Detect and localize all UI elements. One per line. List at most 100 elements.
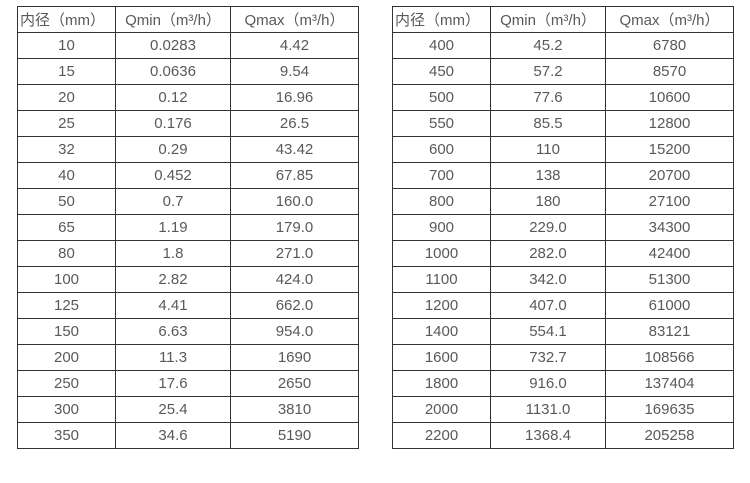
table-cell: 67.85 — [230, 162, 359, 189]
table-cell: 10600 — [605, 84, 734, 111]
table-cell: 1800 — [392, 370, 491, 397]
table-row: 500 77.6 10600 — [392, 84, 734, 111]
table-cell: 25.4 — [115, 396, 231, 423]
table-cell: 10 — [17, 32, 116, 59]
table-cell: 57.2 — [490, 58, 606, 85]
table-row: 125 4.41 662.0 — [17, 292, 359, 319]
table-cell: 282.0 — [490, 240, 606, 267]
table-cell: 1690 — [230, 344, 359, 371]
table-row: 400 45.2 6780 — [392, 32, 734, 59]
table-cell: 4.42 — [230, 32, 359, 59]
table-row: 1000 282.0 42400 — [392, 240, 734, 267]
table-cell: 3810 — [230, 396, 359, 423]
table-cell: 138 — [490, 162, 606, 189]
table-row: 800 180 27100 — [392, 188, 734, 215]
table-cell: 300 — [17, 396, 116, 423]
table-cell: 0.0636 — [115, 58, 231, 85]
table-row: 65 1.19 179.0 — [17, 214, 359, 241]
table-cell: 205258 — [605, 422, 734, 449]
table-cell: 51300 — [605, 266, 734, 293]
table-row: 600 110 15200 — [392, 136, 734, 163]
table-cell: 0.0283 — [115, 32, 231, 59]
table-cell: 407.0 — [490, 292, 606, 319]
table-cell: 5190 — [230, 422, 359, 449]
table-row: 550 85.5 12800 — [392, 110, 734, 137]
table-cell: 900 — [392, 214, 491, 241]
table-cell: 85.5 — [490, 110, 606, 137]
table-cell: 61000 — [605, 292, 734, 319]
table-cell: 600 — [392, 136, 491, 163]
table-cell: 77.6 — [490, 84, 606, 111]
table-cell: 0.176 — [115, 110, 231, 137]
table-row: 450 57.2 8570 — [392, 58, 734, 85]
table-cell: 11.3 — [115, 344, 231, 371]
table-cell: 125 — [17, 292, 116, 319]
table-cell: 700 — [392, 162, 491, 189]
table-cell: 1131.0 — [490, 396, 606, 423]
table-row: 15 0.0636 9.54 — [17, 58, 359, 85]
table-cell: 50 — [17, 188, 116, 215]
col-header-inner-diameter: 内径（mm） — [17, 6, 116, 33]
table-cell: 350 — [17, 422, 116, 449]
table-cell: 34300 — [605, 214, 734, 241]
table-cell: 2650 — [230, 370, 359, 397]
col-header-qmin: Qmin（m³/h） — [115, 6, 231, 33]
table-cell: 150 — [17, 318, 116, 345]
table-cell: 8570 — [605, 58, 734, 85]
table-cell: 1200 — [392, 292, 491, 319]
header-row: 内径（mm） Qmin（m³/h） Qmax（m³/h） — [17, 6, 359, 33]
table-cell: 554.1 — [490, 318, 606, 345]
table-cell: 6.63 — [115, 318, 231, 345]
table-cell: 400 — [392, 32, 491, 59]
table-cell: 25 — [17, 110, 116, 137]
table-row: 1800 916.0 137404 — [392, 370, 734, 397]
table-cell: 12800 — [605, 110, 734, 137]
table-row: 300 25.4 3810 — [17, 396, 359, 423]
table-row: 100 2.82 424.0 — [17, 266, 359, 293]
table-cell: 229.0 — [490, 214, 606, 241]
table-row: 900 229.0 34300 — [392, 214, 734, 241]
table-cell: 110 — [490, 136, 606, 163]
table-row: 150 6.63 954.0 — [17, 318, 359, 345]
table-body: 10 0.0283 4.42 15 0.0636 9.54 20 0.12 16.96 25 0.1… — [17, 32, 359, 449]
col-header-qmin: Qmin（m³/h） — [490, 6, 606, 33]
col-header-qmax: Qmax（m³/h） — [230, 6, 359, 33]
table-cell: 108566 — [605, 344, 734, 371]
table-cell: 1600 — [392, 344, 491, 371]
table-cell: 100 — [17, 266, 116, 293]
table-cell: 26.5 — [230, 110, 359, 137]
table-row: 25 0.176 26.5 — [17, 110, 359, 137]
col-header-qmax: Qmax（m³/h） — [605, 6, 734, 33]
table-cell: 800 — [392, 188, 491, 215]
table-cell: 2.82 — [115, 266, 231, 293]
table-cell: 20 — [17, 84, 116, 111]
table-cell: 450 — [392, 58, 491, 85]
table-cell: 83121 — [605, 318, 734, 345]
flow-spec-table-small-diameters: 内径（mm） Qmin（m³/h） Qmax（m³/h） 10 0.0283 4.4… — [17, 6, 359, 449]
table-cell: 1400 — [392, 318, 491, 345]
table-row: 40 0.452 67.85 — [17, 162, 359, 189]
table-cell: 2000 — [392, 396, 491, 423]
table-cell: 0.29 — [115, 136, 231, 163]
table-cell: 15200 — [605, 136, 734, 163]
table-cell: 2200 — [392, 422, 491, 449]
table-cell: 0.7 — [115, 188, 231, 215]
table-cell: 1100 — [392, 266, 491, 293]
table-cell: 17.6 — [115, 370, 231, 397]
table-cell: 1.19 — [115, 214, 231, 241]
table-cell: 27100 — [605, 188, 734, 215]
table-row: 20 0.12 16.96 — [17, 84, 359, 111]
table-cell: 916.0 — [490, 370, 606, 397]
table-row: 1100 342.0 51300 — [392, 266, 734, 293]
header-row: 内径（mm） Qmin（m³/h） Qmax（m³/h） — [392, 6, 734, 33]
table-cell: 250 — [17, 370, 116, 397]
table-cell: 0.12 — [115, 84, 231, 111]
table-row: 32 0.29 43.42 — [17, 136, 359, 163]
table-cell: 0.452 — [115, 162, 231, 189]
table-cell: 32 — [17, 136, 116, 163]
table-row: 700 138 20700 — [392, 162, 734, 189]
table-row: 250 17.6 2650 — [17, 370, 359, 397]
table-cell: 180 — [490, 188, 606, 215]
table-cell: 179.0 — [230, 214, 359, 241]
